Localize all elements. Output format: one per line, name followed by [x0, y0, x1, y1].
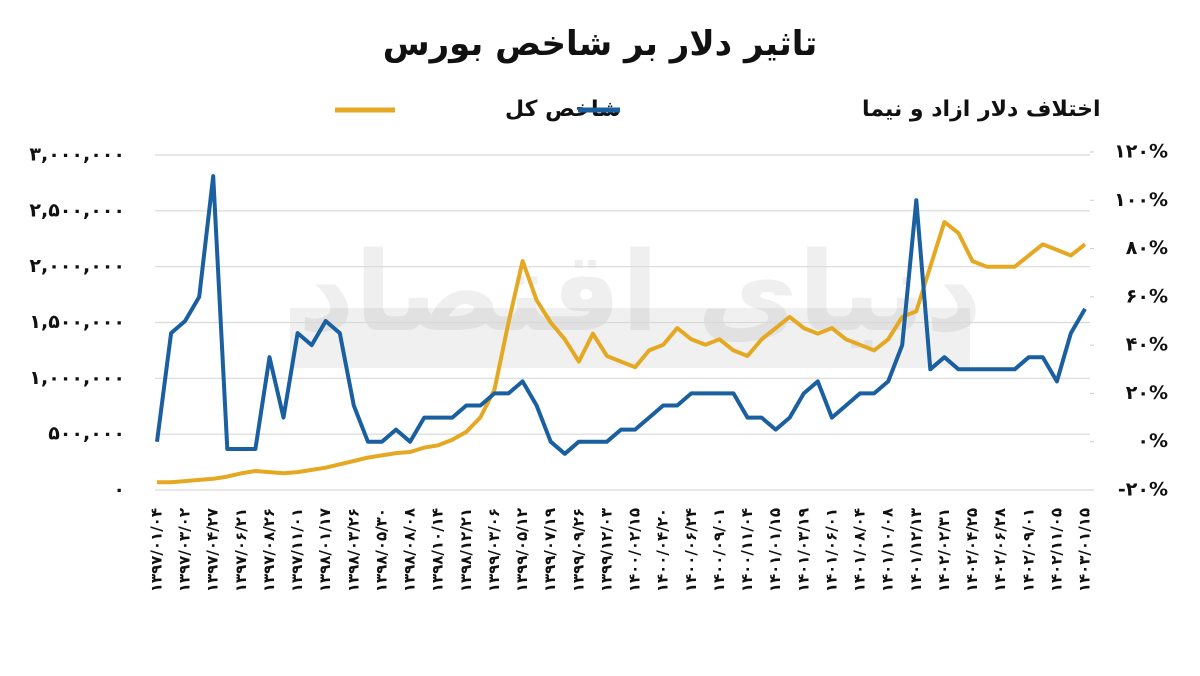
x-tick-label: ۱۳۹۷/۰۱/۰۴ — [148, 508, 166, 592]
series-line — [157, 220, 1087, 485]
x-tick-label: ۱۴۰۰/۰۴/۲۰ — [654, 508, 672, 592]
x-tick-label: ۱۴۰۰/۰۶/۲۴ — [682, 508, 700, 592]
legend-label: اختلاف دلار ازاد و نیما — [862, 97, 1101, 122]
x-tick-label: ۱۳۹۷/۰۶/۲۱ — [232, 508, 250, 592]
x-tick-label: ۱۳۹۸/۰۵/۳۰ — [372, 508, 390, 592]
y-tick-label: ۱,۰۰۰,۰۰۰ — [29, 367, 125, 389]
x-tick-label: ۱۴۰۲/۰۲/۳۱ — [935, 508, 953, 592]
x-tick-label: ۱۴۰۱/۰۸/۰۴ — [851, 508, 869, 592]
series-line — [155, 174, 1087, 456]
x-tick-label: ۱۳۹۷/۰۴/۲۷ — [204, 508, 222, 592]
x-tick-label: ۱۴۰۲/۰۹/۰۱ — [1019, 508, 1037, 592]
y2-tick-label: ۱۲۰% — [1114, 141, 1168, 163]
y-tick-label: ۳,۰۰۰,۰۰۰ — [29, 144, 125, 166]
x-tick-label: ۱۳۹۹/۰۷/۱۹ — [541, 508, 559, 592]
x-tick-label: ۱۳۹۷/۱۱/۰۱ — [288, 508, 306, 592]
x-tick-label: ۱۳۹۸/۰۱/۱۷ — [316, 508, 334, 592]
x-tick-label: ۱۴۰۱/۱۲/۱۳ — [907, 508, 925, 592]
x-tick-label: ۱۴۰۰/۰۲/۱۵ — [626, 508, 644, 592]
x-tick-label: ۱۳۹۸/۰۸/۰۸ — [401, 508, 419, 592]
x-tick-label: ۱۳۹۹/۰۹/۲۶ — [569, 508, 587, 592]
y2-tick-label: ۴۰% — [1126, 334, 1168, 356]
x-tick-label: ۱۴۰۲/۰۶/۲۸ — [991, 508, 1009, 592]
x-tick-label: ۱۴۰۱/۰۳/۱۹ — [794, 508, 812, 592]
y2-tick-label: ۸۰% — [1126, 237, 1168, 259]
y-tick-label: ۰ — [113, 479, 125, 501]
watermark: دنیای اقتصاد — [298, 228, 982, 356]
x-tick-label: ۱۳۹۹/۰۵/۱۲ — [513, 508, 531, 592]
x-tick-label: ۱۴۰۰/۱۱/۰۴ — [738, 508, 756, 592]
x-tick-label: ۱۳۹۸/۰۳/۲۶ — [344, 508, 362, 592]
x-tick-label: ۱۳۹۷/۰۸/۲۶ — [260, 508, 278, 592]
x-tick-label: ۱۳۹۹/۰۳/۰۶ — [485, 508, 503, 592]
x-tick-label: ۱۳۹۹/۱۲/۰۳ — [597, 508, 615, 592]
chart-title: تاثیر دلار بر شاخص بورس — [383, 24, 818, 64]
y2-tick-label: ۰% — [1137, 430, 1168, 452]
y2-tick-label: ۲۰% — [1126, 382, 1168, 404]
y-tick-label: ۱,۵۰۰,۰۰۰ — [29, 311, 125, 333]
x-tick-label: ۱۴۰۱/۱۰/۰۸ — [879, 508, 897, 592]
x-tick-label: ۱۴۰۱/۰۱/۱۵ — [766, 508, 784, 592]
x-tick-label: ۱۴۰۲/۰۴/۲۵ — [963, 508, 981, 592]
x-tick-label: ۱۳۹۷/۰۳/۰۲ — [176, 508, 194, 592]
y-tick-label: ۲,۵۰۰,۰۰۰ — [29, 199, 125, 221]
watermark-band — [290, 308, 970, 368]
y2-tick-label: -۲۰% — [1118, 479, 1168, 501]
x-tick-label: ۱۴۰۱/۰۶/۰۱ — [822, 508, 840, 592]
y2-tick-label: ۶۰% — [1126, 285, 1168, 307]
x-tick-label: ۱۴۰۲/۱۱/۰۵ — [1047, 508, 1065, 592]
x-tick-label: ۱۳۹۸/۱۰/۱۴ — [429, 508, 447, 592]
y-tick-label: ۵۰۰,۰۰۰ — [48, 423, 125, 445]
x-tick-label: ۱۳۹۸/۱۲/۲۱ — [457, 508, 475, 592]
x-tick-label: ۱۴۰۰/۰۹/۰۱ — [710, 508, 728, 592]
y-tick-label: ۲,۰۰۰,۰۰۰ — [29, 255, 125, 277]
x-tick-label: ۱۴۰۳/۰۱/۱۵ — [1076, 508, 1094, 592]
y2-tick-label: ۱۰۰% — [1114, 189, 1168, 211]
